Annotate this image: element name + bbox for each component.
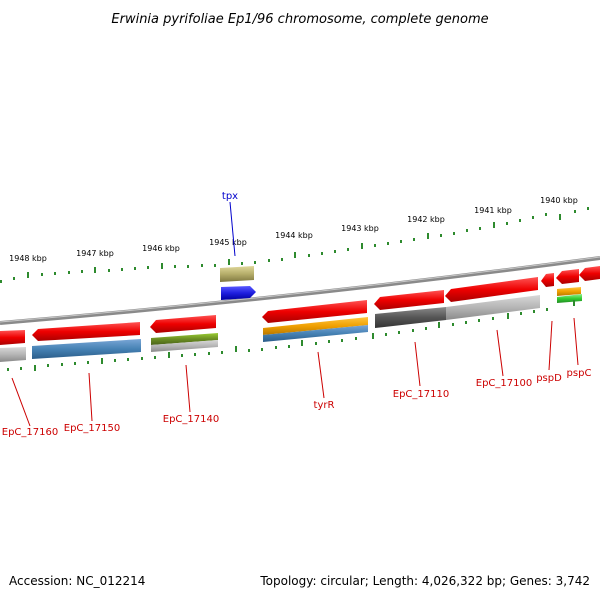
scale-label: 1942 kbp xyxy=(407,215,445,224)
tpx-olive-bar xyxy=(220,266,254,282)
scale-label: 1944 kbp xyxy=(275,231,313,240)
gene-arrow-epc-17100[interactable] xyxy=(445,277,538,302)
leader-line-epc-17160 xyxy=(11,377,31,427)
scale-label: 1945 kbp xyxy=(209,238,247,247)
leader-line-pspC xyxy=(573,317,579,366)
feature-gray-left xyxy=(0,347,26,362)
leader-line-epc-17150 xyxy=(88,372,93,422)
feature-green-17140 xyxy=(151,333,218,345)
gene-label[interactable]: pspD xyxy=(536,373,562,384)
gene-arrow-epc-17150[interactable] xyxy=(32,322,140,341)
gene-label[interactable]: EpC_17150 xyxy=(64,423,120,434)
leader-line-tpx xyxy=(229,201,236,257)
gene-arrow-pspD[interactable] xyxy=(541,273,554,287)
feature-blue-17150 xyxy=(32,339,141,359)
tpx-arrow xyxy=(221,286,256,300)
scale-label: 1941 kbp xyxy=(474,206,512,215)
forward-strand-genes xyxy=(0,266,600,345)
gene-label[interactable]: pspC xyxy=(567,368,592,379)
feature-gray-17100 xyxy=(446,295,540,320)
gene-label[interactable]: tpx xyxy=(222,191,238,202)
leader-line-epc-17110 xyxy=(414,341,421,387)
feature-lime-pspC xyxy=(557,294,582,303)
accession-text: Accession: NC_012214 xyxy=(9,574,146,588)
gene-label[interactable]: EpC_17140 xyxy=(163,414,219,425)
feature-orange-tyrR xyxy=(263,317,368,335)
feature-bars xyxy=(0,287,582,362)
leader-line-epc-17140 xyxy=(185,364,191,413)
gene-labels: EpC_17160 EpC_17150 EpC_17140 tpx tyrR E… xyxy=(2,191,592,438)
scale-label: 1940 kbp xyxy=(540,196,578,205)
map-title: Erwinia pyrifoliae Ep1/96 chromosome, co… xyxy=(111,12,488,27)
chromosome-backbone xyxy=(0,256,600,325)
gene-label[interactable]: tyrR xyxy=(314,400,335,411)
leader-lines xyxy=(11,201,579,427)
leader-line-pspD xyxy=(548,320,553,371)
scale-label: 1946 kbp xyxy=(142,244,180,253)
scale-label: 1948 kbp xyxy=(9,254,47,263)
genome-summary-text: Topology: circular; Length: 4,026,322 bp… xyxy=(260,574,590,588)
backbone-highlight xyxy=(0,256,600,323)
tpx-feature[interactable] xyxy=(220,266,256,300)
gene-label[interactable]: EpC_17160 xyxy=(2,427,58,438)
gene-arrow-right-edge[interactable] xyxy=(579,266,600,281)
gene-label[interactable]: EpC_17100 xyxy=(476,378,532,389)
gene-arrow-epc-17160[interactable] xyxy=(0,330,25,345)
leader-line-epc-17100 xyxy=(496,329,504,377)
gene-arrow-epc-17140[interactable] xyxy=(150,315,216,333)
scale-label: 1943 kbp xyxy=(341,224,379,233)
leader-line-tyrR xyxy=(317,351,325,399)
gene-arrow-epc-17110[interactable] xyxy=(374,290,444,310)
feature-dark-17110 xyxy=(375,307,446,328)
scale-label: 1947 kbp xyxy=(76,249,114,258)
feature-gray-17140 xyxy=(151,340,218,352)
inner-scale-ticks xyxy=(7,300,575,371)
scale-labels: 1948 kbp 1947 kbp 1946 kbp 1945 kbp 1944… xyxy=(9,196,578,263)
gene-arrow-pspC[interactable] xyxy=(556,269,579,284)
gene-label[interactable]: EpC_17110 xyxy=(393,389,449,400)
outer-scale-ticks xyxy=(0,207,589,283)
feature-orange-pspC xyxy=(557,287,581,296)
feature-blue-tyrR xyxy=(263,325,368,342)
gene-arrow-tyrR[interactable] xyxy=(262,300,367,323)
